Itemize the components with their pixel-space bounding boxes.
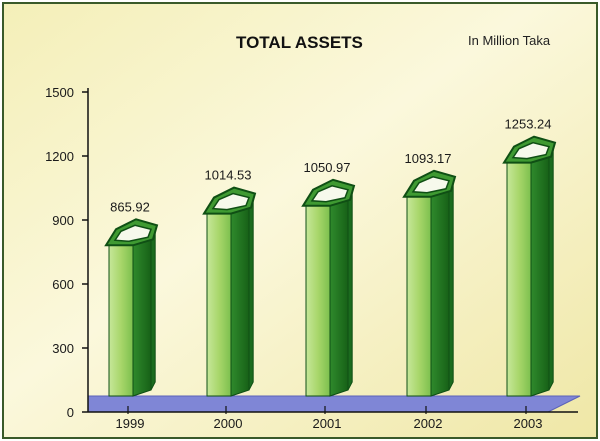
y-tick-label: 900 (52, 213, 74, 228)
x-tick-group: 1999 2000 2001 2002 2003 (116, 406, 543, 431)
unit-note: In Million Taka (468, 33, 551, 48)
bar-top-inner (211, 192, 250, 211)
y-tick-label: 0 (67, 405, 74, 420)
y-tick-label: 1500 (45, 85, 74, 100)
chart-title: TOTAL ASSETS (236, 33, 363, 52)
bar-1999 (104, 218, 159, 397)
data-label: 1093.17 (405, 151, 452, 166)
bar-top-inner (113, 224, 152, 243)
bar-top-inner (411, 176, 450, 194)
bar-front-face (305, 205, 331, 397)
bar-back-face (548, 148, 554, 391)
bar-2002 (402, 169, 457, 397)
bar-2001 (301, 178, 356, 397)
x-tick-label: 2002 (414, 416, 443, 431)
bar-front-face (506, 162, 532, 397)
y-tick-label: 300 (52, 341, 74, 356)
bar-front-face (406, 196, 432, 397)
bar-front-face (206, 213, 232, 397)
y-tick-group: 0 300 600 900 1200 1500 (45, 85, 88, 420)
bar-side-face (230, 206, 250, 397)
bar-2003 (502, 135, 557, 397)
bar-side-face (329, 199, 349, 397)
x-tick-label: 2003 (514, 416, 543, 431)
data-label: 1050.97 (304, 160, 351, 175)
x-tick-label: 2001 (313, 416, 342, 431)
chart-floor (87, 395, 581, 413)
bar-top-inner (310, 185, 349, 203)
bar-side-face (132, 238, 152, 397)
data-label: 1253.24 (505, 117, 552, 132)
x-tick-label: 1999 (116, 416, 145, 431)
bar-side-face (430, 190, 450, 397)
data-label-group: 865.92 1014.53 1050.97 1093.17 1253.24 (110, 117, 551, 215)
bar-back-face (150, 231, 156, 391)
bar-side-face (530, 155, 550, 397)
bar-2000 (202, 186, 257, 397)
data-label: 865.92 (110, 199, 150, 214)
bar-group (104, 135, 557, 397)
bar-top-inner (511, 141, 550, 160)
bar-back-face (448, 182, 454, 391)
y-tick-label: 600 (52, 277, 74, 292)
bar-back-face (248, 199, 254, 391)
bar-back-face (347, 191, 353, 391)
data-label: 1014.53 (205, 168, 252, 183)
bar-front-face (108, 244, 134, 397)
x-tick-label: 2000 (214, 416, 243, 431)
y-tick-label: 1200 (45, 149, 74, 164)
